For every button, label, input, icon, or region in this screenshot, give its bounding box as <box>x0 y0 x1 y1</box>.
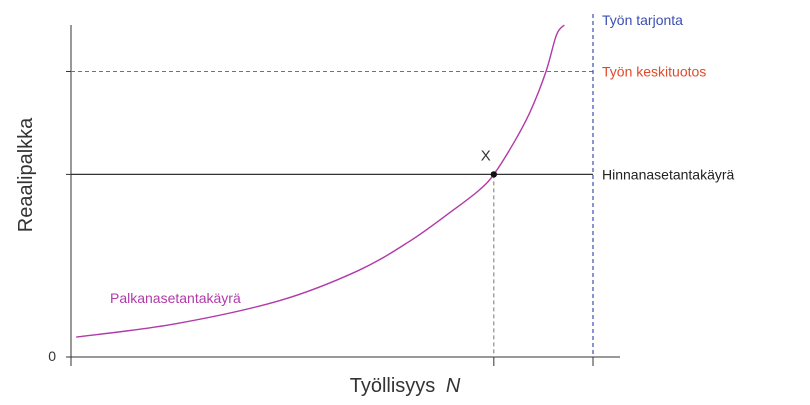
wage-setting-curve-label: Palkanasetantakäyrä <box>110 290 241 306</box>
equilibrium-point <box>490 171 498 178</box>
origin-label: 0 <box>48 348 56 364</box>
labour-supply-label: Työn tarjonta <box>602 12 683 28</box>
x-axis-title: Työllisyys N <box>350 375 461 397</box>
price-setting-curve-label: Hinnanasetantakäyrä <box>602 166 735 182</box>
y-axis-title: Reaalipalkka <box>15 117 37 232</box>
average-product-label: Työn keskituotos <box>602 63 706 79</box>
point-x-label: X <box>481 147 491 164</box>
wage-setting-curve <box>76 24 565 338</box>
